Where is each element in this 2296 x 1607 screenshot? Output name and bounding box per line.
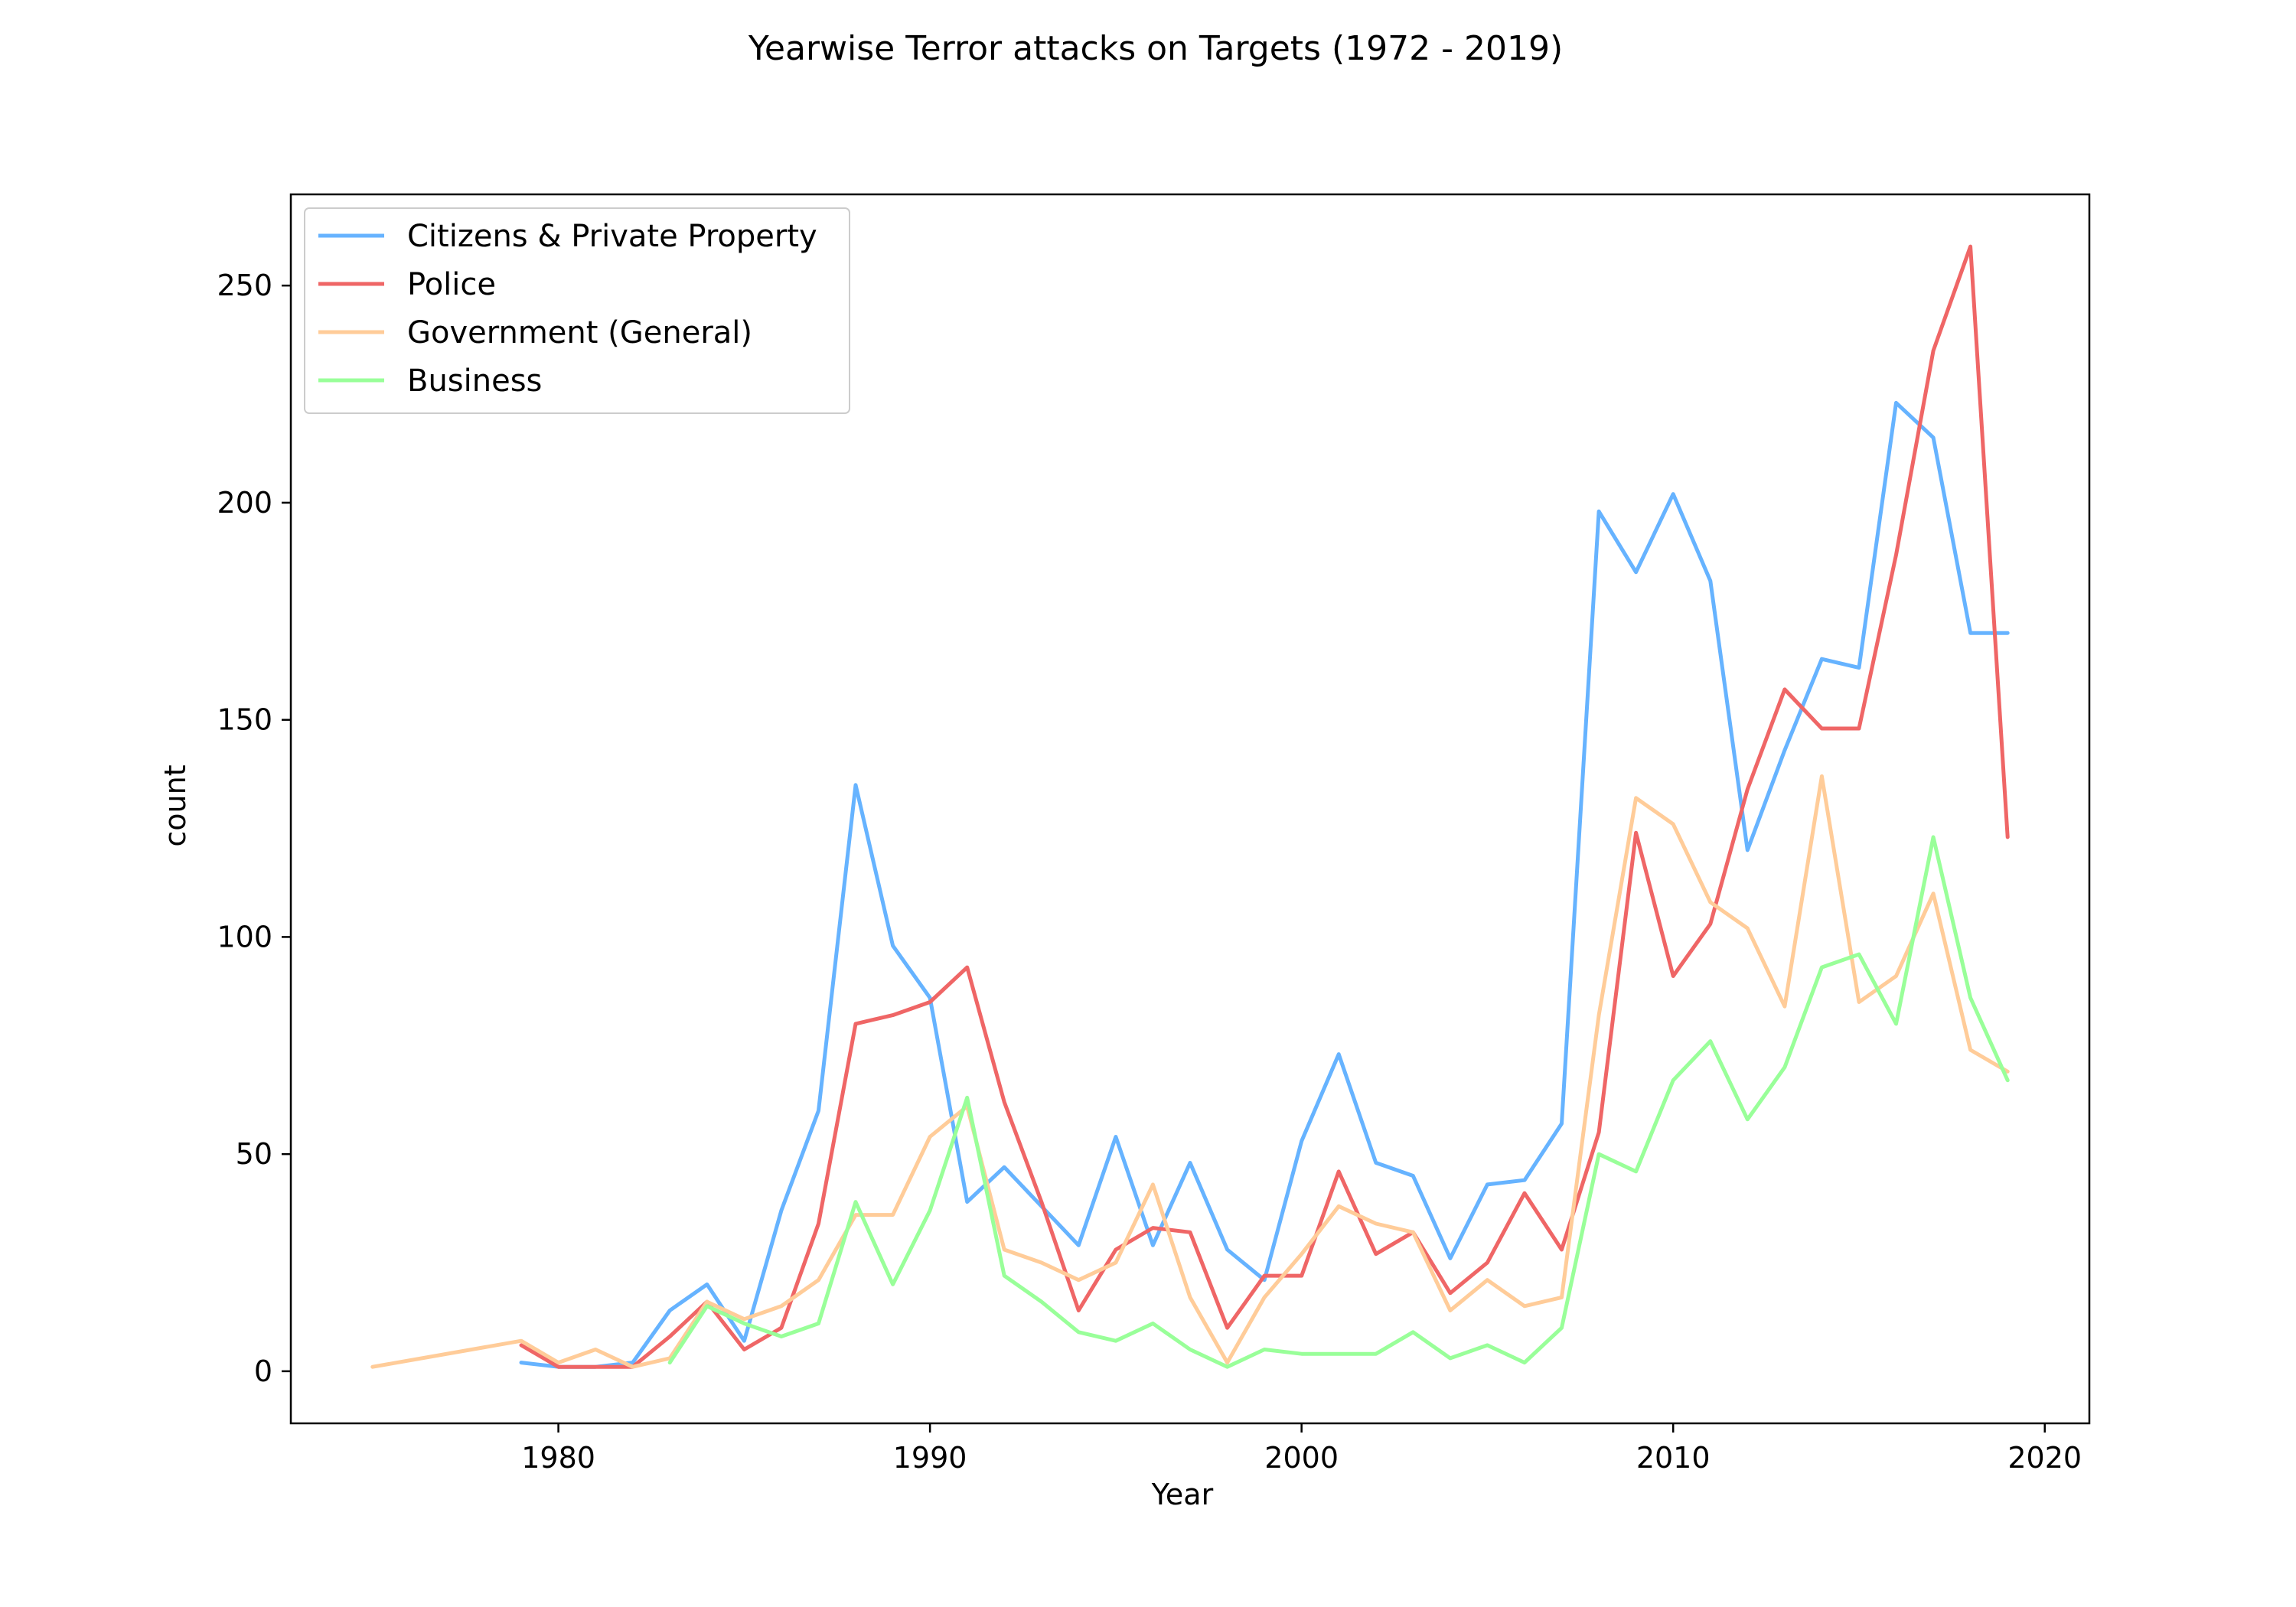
y-tick-label: 250 — [217, 269, 272, 302]
legend-entry-label: Citizens & Private Property — [407, 219, 817, 254]
series-layer — [370, 244, 2010, 1369]
series-line-3 — [370, 774, 2010, 1369]
y-tick-label: 0 — [254, 1354, 272, 1388]
series-line-1 — [519, 400, 2010, 1369]
y-tick-label: 150 — [217, 703, 272, 737]
x-axis-ticks: 1980 1990 2000 2010 2020 — [521, 1423, 2082, 1475]
x-tick-label: 2020 — [2007, 1441, 2082, 1475]
legend-box — [304, 207, 850, 414]
legend-entry-label: Government (General) — [407, 315, 752, 350]
y-tick-label: 100 — [217, 920, 272, 953]
x-tick-label: 2010 — [1636, 1441, 1711, 1475]
legend-entry-label: Police — [407, 267, 496, 302]
y-tick-label: 200 — [217, 486, 272, 520]
y-tick-label: 50 — [236, 1137, 272, 1171]
axes-frame — [289, 193, 2091, 1425]
chart-title: Yearwise Terror attacks on Targets (1972… — [748, 29, 1563, 68]
series-line-2 — [519, 244, 2010, 1369]
x-axis-label: Year — [1151, 1478, 1214, 1511]
x-tick-label: 1990 — [893, 1441, 967, 1475]
x-tick-label: 1980 — [521, 1441, 595, 1475]
y-axis-label: count — [158, 764, 192, 846]
legend-entry-label: Business — [407, 363, 542, 399]
legend: Citizens & Private Property Police Governm… — [304, 207, 850, 414]
series-line-4 — [667, 835, 2010, 1369]
x-tick-label: 2000 — [1264, 1441, 1339, 1475]
y-axis-ticks: 0 50 100 150 200 250 — [217, 269, 291, 1388]
